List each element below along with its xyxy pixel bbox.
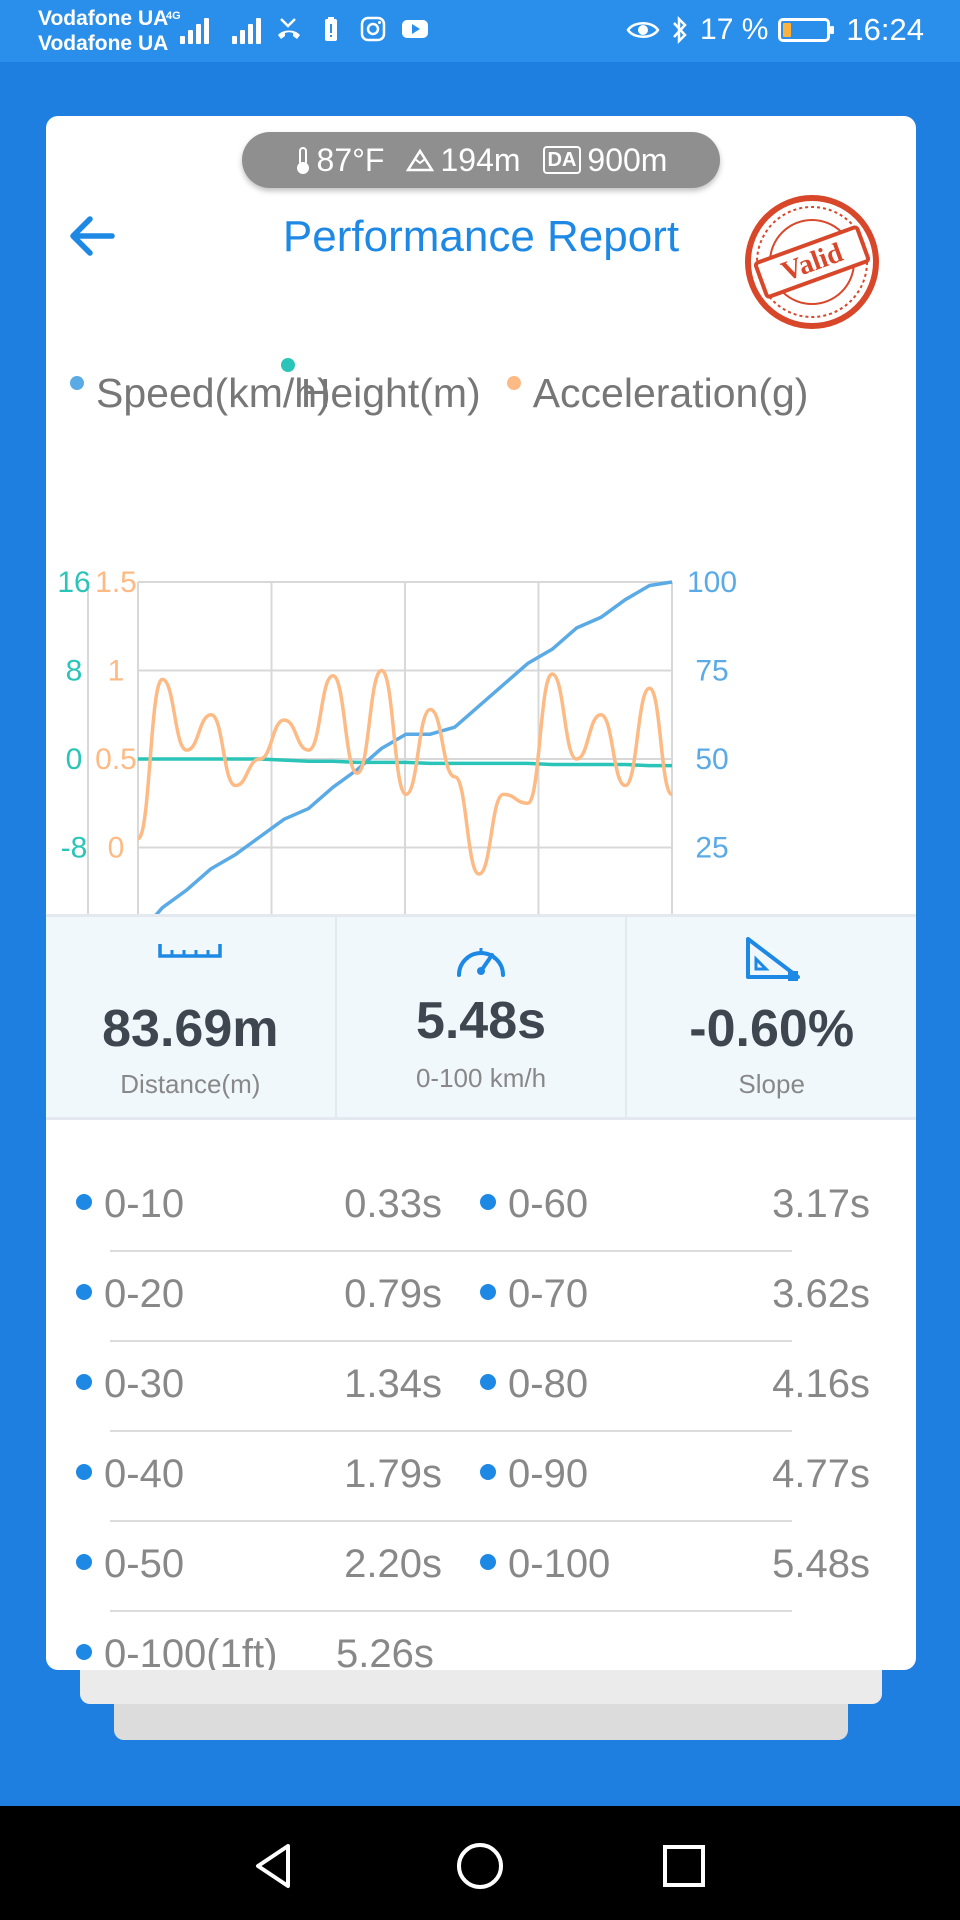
legend-height: Height(m) xyxy=(280,358,481,417)
density-altitude: DA 900m xyxy=(542,141,668,179)
temperature-value: 87°F xyxy=(316,141,385,178)
ruler-icon xyxy=(158,944,223,958)
legend-speed: Speed(km/h) xyxy=(70,370,331,417)
clock: 16:24 xyxy=(846,12,924,47)
density-altitude-value: 900m xyxy=(587,141,668,178)
home-nav-icon[interactable] xyxy=(450,1836,510,1896)
height-tick-label: 8 xyxy=(66,655,83,688)
network-type: 4G xyxy=(166,10,181,22)
time-value: 5.48s xyxy=(415,992,547,1050)
system-nav-bar xyxy=(0,1806,960,1920)
slope-icon xyxy=(745,937,800,981)
battery-icon xyxy=(778,18,835,42)
battery-percent: 17 % xyxy=(700,13,769,46)
list-item: 0-80 4.16s xyxy=(442,1354,870,1444)
speed-tick-label: 25 xyxy=(695,832,728,865)
speed-tick-label: 75 xyxy=(695,655,728,688)
list-item: 0-70 3.62s xyxy=(442,1264,870,1354)
status-icons-left: 4G xyxy=(166,10,429,44)
legend-acceleration-label: Acceleration(g) xyxy=(532,370,809,416)
speed-series-line xyxy=(136,580,673,938)
altitude-value: 194m xyxy=(440,141,521,178)
performance-report-card: 87°F 194m DA 900m Performance Report Val… xyxy=(46,116,916,1670)
mountain-icon xyxy=(406,148,435,172)
valid-stamp: Valid xyxy=(745,195,879,329)
signal-2-icon xyxy=(232,14,261,44)
signal-icon: 4G xyxy=(166,10,210,44)
stat-slope: -0.60% Slope xyxy=(627,917,916,1117)
back-arrow-icon[interactable] xyxy=(62,206,122,266)
da-icon: DA xyxy=(542,146,582,174)
distance-value: 83.69m xyxy=(102,1000,279,1058)
height-tick-label: -8 xyxy=(61,832,88,865)
carrier-1: Vodafone UA xyxy=(38,7,169,30)
eye-icon xyxy=(626,22,660,38)
acceleration-tick-label: 0 xyxy=(108,832,125,865)
list-item: 0-100 5.48s xyxy=(442,1534,870,1624)
instagram-icon xyxy=(360,16,386,42)
speedometer-icon xyxy=(457,948,505,977)
carrier-names: Vodafone UA Vodafone UA xyxy=(38,6,168,56)
speed-tick-label: 100 xyxy=(687,566,737,599)
summary-stats: 83.69m Distance(m) 5.48s 0-100 km/h -0.6… xyxy=(46,914,916,1120)
list-item: 0-20 0.79s xyxy=(46,1264,466,1354)
height-tick-label: 0 xyxy=(66,743,83,776)
back-nav-icon[interactable] xyxy=(244,1836,304,1896)
legend-speed-label: Speed(km/h) xyxy=(96,370,331,416)
acceleration-tick-label: 1 xyxy=(108,655,125,688)
page-title: Performance Report xyxy=(282,212,680,261)
slope-label: Slope xyxy=(738,1069,805,1099)
status-bar: Vodafone UA Vodafone UA 4G xyxy=(0,0,960,62)
missed-call-icon xyxy=(278,18,300,39)
stat-time: 5.48s 0-100 km/h xyxy=(337,917,628,1117)
stat-distance: 83.69m Distance(m) xyxy=(46,917,337,1117)
list-item: 0-10 0.33s xyxy=(46,1174,466,1264)
list-item: 0-50 2.20s xyxy=(46,1534,466,1624)
acceleration-tick-label: 1.5 xyxy=(95,566,137,599)
thermometer-icon xyxy=(296,147,309,174)
carrier-2: Vodafone UA xyxy=(38,32,169,55)
weather-pill: 87°F 194m DA 900m xyxy=(242,132,720,188)
youtube-icon xyxy=(402,20,428,38)
recents-nav-icon[interactable] xyxy=(654,1836,714,1896)
legend-acceleration: Acceleration(g) xyxy=(506,370,809,417)
status-icons-right: 17 % 16:24 xyxy=(626,12,924,48)
list-item: 0-40 1.79s xyxy=(46,1444,466,1534)
list-item: 0-90 4.77s xyxy=(442,1444,870,1534)
battery-alert-icon xyxy=(325,17,337,41)
list-item: 0-30 1.34s xyxy=(46,1354,466,1444)
slope-value: -0.60% xyxy=(689,1000,855,1058)
acceleration-series-line xyxy=(136,668,674,876)
list-item: 0-100(1ft) 5.26s xyxy=(46,1624,466,1670)
legend-height-label: Height(m) xyxy=(300,370,481,416)
speed-tick-label: 50 xyxy=(695,743,728,776)
chart-legend: Speed(km/h) Height(m) Acceleration(g) xyxy=(70,358,809,417)
bluetooth-icon xyxy=(673,15,687,45)
height-tick-label: 16 xyxy=(57,566,90,599)
temperature: 87°F xyxy=(295,141,385,179)
distance-label: Distance(m) xyxy=(120,1069,261,1099)
height-series-line xyxy=(138,757,672,768)
time-label: 0-100 km/h xyxy=(415,1063,547,1093)
list-item: 0-60 3.17s xyxy=(442,1174,870,1264)
altitude: 194m xyxy=(406,141,521,179)
acceleration-tick-label: 0.5 xyxy=(95,743,137,776)
